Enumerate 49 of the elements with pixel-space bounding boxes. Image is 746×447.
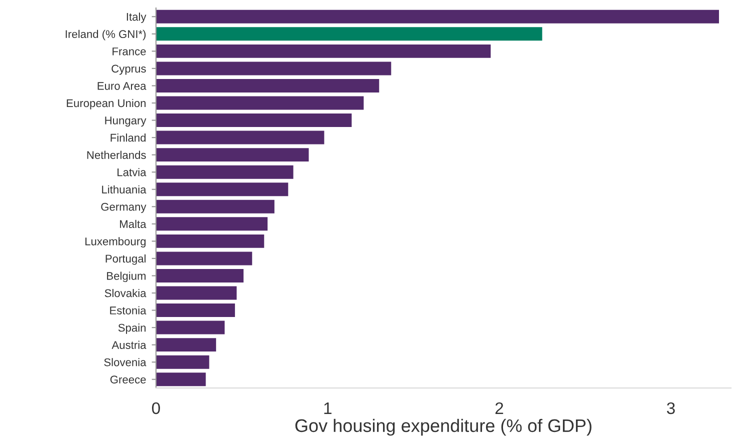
y-tick-label: Spain <box>118 324 146 334</box>
x-tick-label: 2 <box>495 402 504 414</box>
bar <box>156 114 352 128</box>
y-tick-label: Euro Area <box>98 82 146 90</box>
y-tick-label: Austria <box>112 340 146 349</box>
bar <box>156 320 225 334</box>
bar <box>156 234 264 248</box>
y-tick-label: Belgium <box>107 272 146 282</box>
bar <box>156 286 237 300</box>
bar <box>156 27 542 41</box>
y-tick-label: Ireland (% GNI*) <box>66 30 146 40</box>
y-tick-label: Portugal <box>106 254 146 265</box>
y-tick-label: France <box>112 48 146 56</box>
bar <box>156 10 719 24</box>
y-tick-label: Slovenia <box>104 358 146 366</box>
bar <box>156 252 252 266</box>
bar <box>156 96 364 110</box>
y-tick-label: Slovakia <box>104 288 146 298</box>
bar <box>156 372 206 386</box>
bar <box>156 148 309 162</box>
y-tick-label: Hungary <box>105 116 146 127</box>
bar <box>156 355 210 369</box>
y-tick-label: Germany <box>101 202 146 213</box>
y-tick-label: Italy <box>126 12 146 23</box>
y-tick-label: Greece <box>110 376 146 384</box>
y-tick-label: Netherlands <box>87 150 146 159</box>
bar <box>156 304 235 318</box>
y-tick-label: Luxembourg <box>85 237 146 248</box>
y-tick-label: Lithuania <box>102 185 146 194</box>
bar <box>156 200 274 214</box>
bar <box>156 268 244 282</box>
x-axis-title: Gov housing expenditure (% of GDP) <box>295 418 592 436</box>
y-tick-label: Malta <box>120 220 146 228</box>
y-tick-label: Finland <box>110 134 146 142</box>
bar <box>156 62 392 76</box>
bar <box>156 182 288 196</box>
x-tick-label: 0 <box>152 402 160 414</box>
y-tick-label: Estonia <box>110 306 146 314</box>
bar <box>156 44 491 58</box>
bar <box>156 217 268 231</box>
x-tick-label: 3 <box>666 402 675 414</box>
bar <box>156 78 380 92</box>
y-tick-label: European Union <box>66 98 146 110</box>
bar <box>156 130 324 144</box>
y-tick-label: Latvia <box>118 168 146 176</box>
bar <box>156 338 216 352</box>
y-tick-label: Cyprus <box>112 64 146 75</box>
x-tick-label: 1 <box>324 402 332 414</box>
bar <box>156 165 294 179</box>
